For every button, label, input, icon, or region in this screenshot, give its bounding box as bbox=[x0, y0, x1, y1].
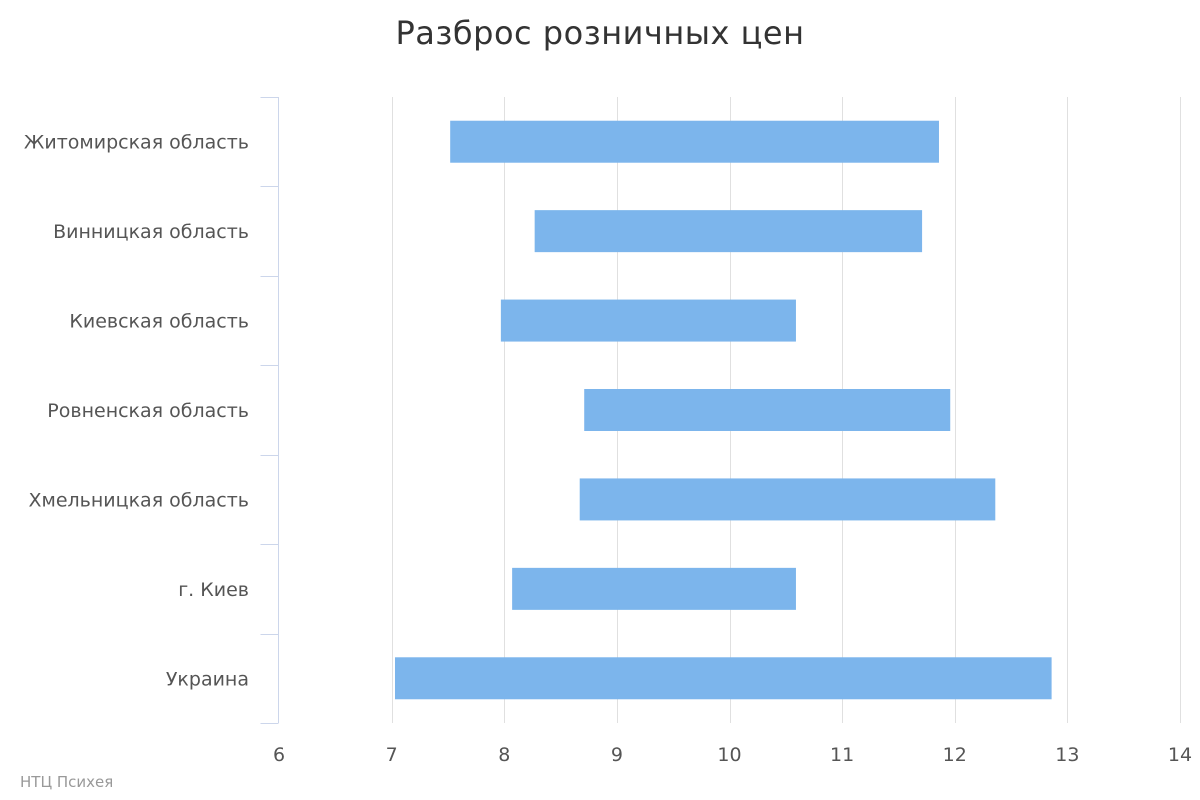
category-label: Украина bbox=[166, 668, 249, 690]
range-bar[interactable] bbox=[534, 210, 923, 253]
range-bar[interactable] bbox=[512, 567, 796, 610]
x-tick-label: 8 bbox=[498, 744, 510, 766]
category-label: г. Киев bbox=[178, 579, 249, 601]
category-label: Винницкая область bbox=[53, 221, 249, 243]
category-label: Киевская область bbox=[69, 311, 249, 333]
x-tick-label: 10 bbox=[717, 744, 741, 766]
range-bar[interactable] bbox=[579, 478, 996, 521]
x-tick-label: 6 bbox=[273, 744, 285, 766]
x-tick-label: 14 bbox=[1168, 744, 1192, 766]
range-bar[interactable] bbox=[450, 120, 939, 163]
bars bbox=[395, 120, 1052, 700]
chart-title: Разброс розничных цен bbox=[395, 14, 805, 52]
x-tick-label: 13 bbox=[1055, 744, 1079, 766]
category-labels: Житомирская область Винницкая область Киев… bbox=[24, 132, 249, 691]
range-bar[interactable] bbox=[500, 299, 796, 342]
x-tick-label: 7 bbox=[386, 744, 398, 766]
category-label: Житомирская область bbox=[24, 132, 249, 154]
category-label: Ровненская область bbox=[47, 400, 249, 422]
x-tick-label: 9 bbox=[611, 744, 623, 766]
x-tick-label: 11 bbox=[830, 744, 854, 766]
category-label: Хмельницкая область bbox=[28, 489, 249, 511]
credits-text[interactable]: НТЦ Психея bbox=[20, 773, 114, 791]
range-bar[interactable] bbox=[584, 389, 951, 431]
category-axis bbox=[260, 97, 279, 724]
x-axis-tick-labels: 6 7 8 9 10 11 12 13 14 bbox=[273, 744, 1192, 766]
x-tick-label: 12 bbox=[943, 744, 967, 766]
range-bar[interactable] bbox=[395, 657, 1052, 700]
